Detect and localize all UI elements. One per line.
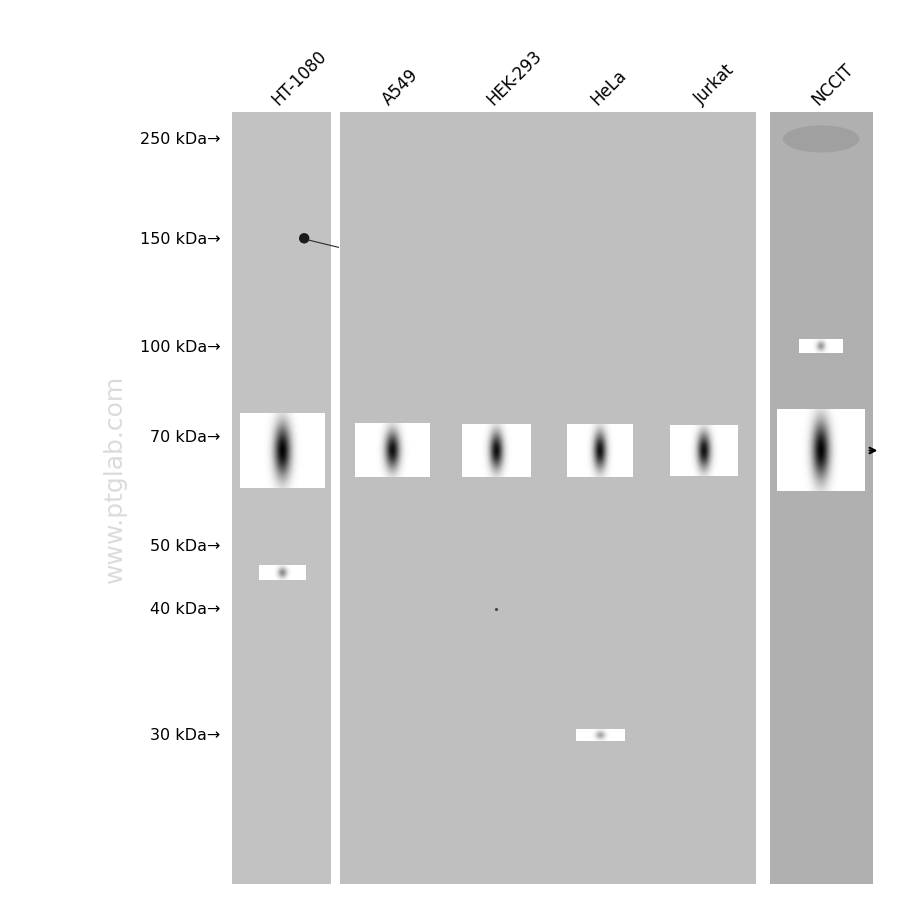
Circle shape (300, 235, 309, 244)
Text: 150 kDa→: 150 kDa→ (140, 232, 220, 246)
Text: 70 kDa→: 70 kDa→ (150, 430, 220, 445)
Bar (331, 113, 339, 884)
Text: 100 kDa→: 100 kDa→ (140, 340, 220, 354)
Bar (770, 113, 873, 884)
Bar (232, 113, 331, 884)
Text: NCCIT: NCCIT (808, 60, 857, 108)
Text: 50 kDa→: 50 kDa→ (150, 538, 220, 553)
Text: HeLa: HeLa (588, 66, 630, 108)
Text: A549: A549 (380, 65, 422, 108)
Bar (340, 113, 756, 884)
Text: Jurkat: Jurkat (691, 61, 738, 108)
Text: HEK-293: HEK-293 (483, 46, 545, 108)
Text: www.ptglab.com: www.ptglab.com (104, 374, 127, 582)
Bar (756, 113, 764, 884)
Text: HT-1080: HT-1080 (269, 47, 330, 108)
Text: 40 kDa→: 40 kDa→ (150, 602, 220, 616)
Ellipse shape (783, 126, 860, 153)
Text: 250 kDa→: 250 kDa→ (140, 133, 220, 147)
Text: 30 kDa→: 30 kDa→ (150, 728, 220, 742)
